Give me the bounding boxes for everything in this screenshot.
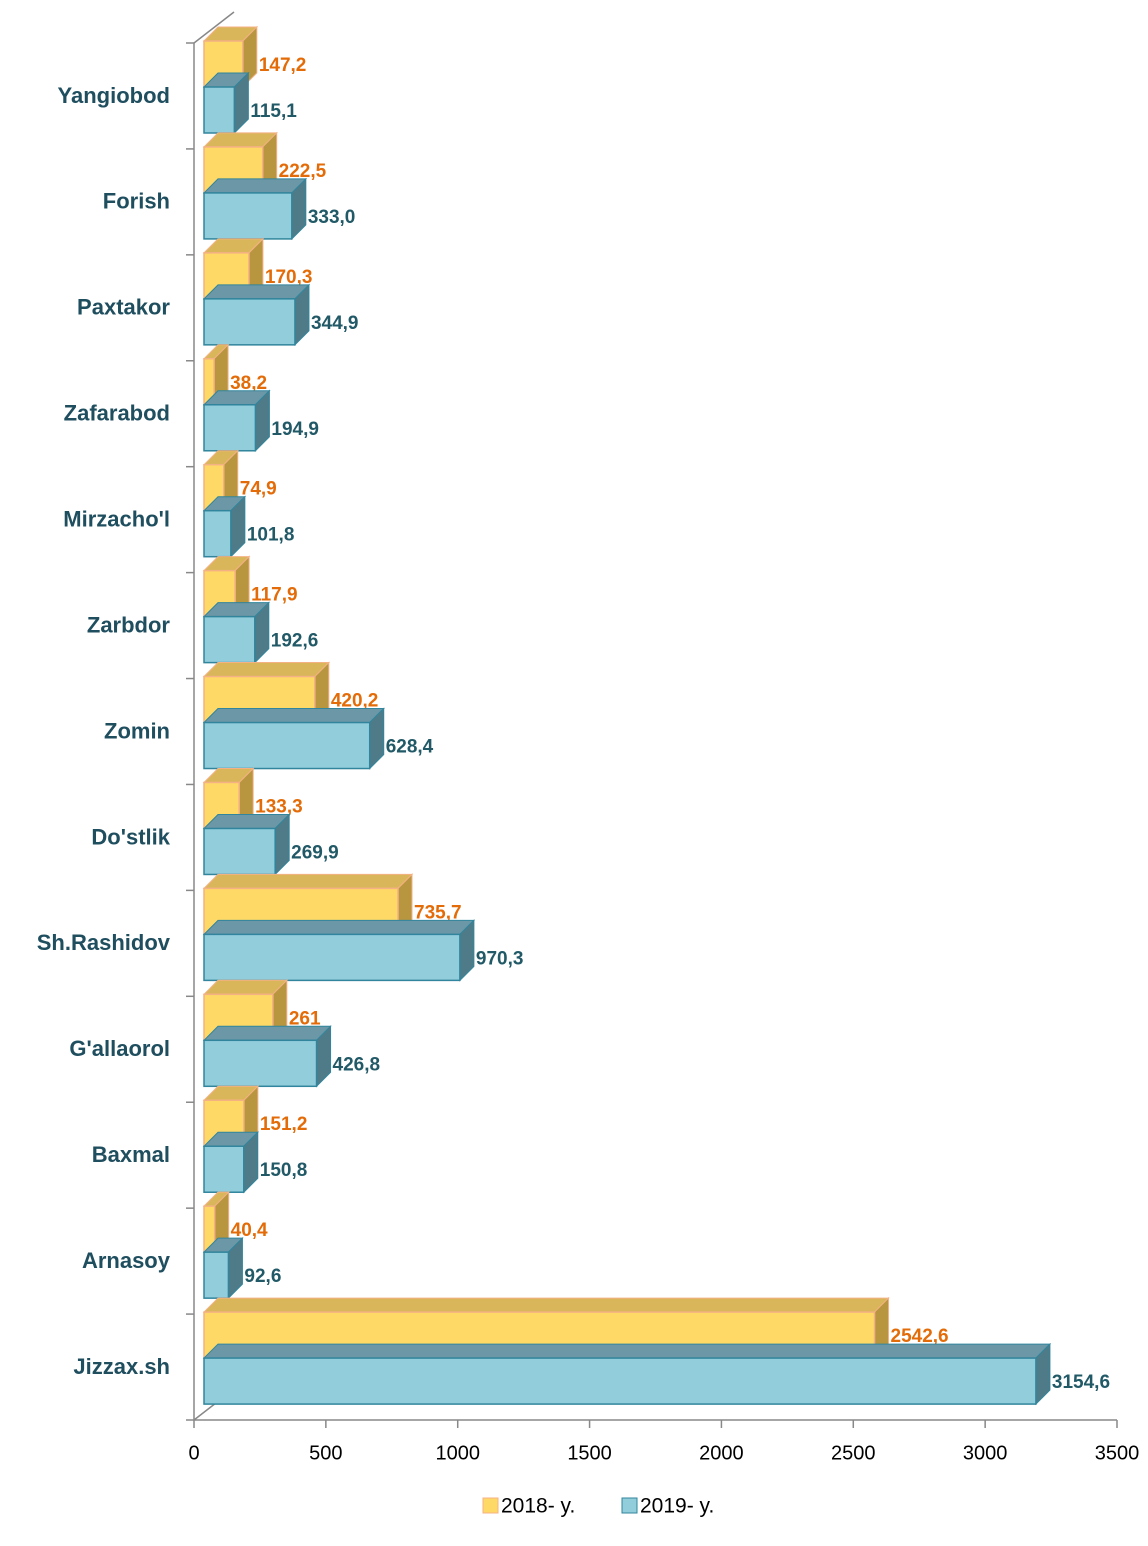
category-label: Jizzax.sh xyxy=(73,1354,170,1379)
bar-top xyxy=(202,284,311,300)
bar-group xyxy=(202,1131,259,1194)
bar-group xyxy=(202,601,270,664)
bar-top xyxy=(202,813,291,829)
x-tick-label: 2500 xyxy=(831,1442,876,1464)
x-tick-label: 3000 xyxy=(963,1442,1008,1464)
category-label: Sh.Rashidov xyxy=(37,930,171,955)
bar-group xyxy=(202,71,250,135)
bar-top xyxy=(202,708,385,724)
value-label: 194,9 xyxy=(271,419,319,440)
bar-group xyxy=(202,813,291,876)
legend-label: 2019- y. xyxy=(640,1495,714,1518)
bar-top xyxy=(202,1297,890,1313)
bar-group xyxy=(202,1025,332,1088)
x-tick-label: 3500 xyxy=(1095,1442,1140,1464)
bar-top xyxy=(202,662,331,678)
category-label: Zafarabod xyxy=(64,401,170,426)
bar xyxy=(203,192,293,240)
value-label: 74,9 xyxy=(240,479,277,500)
bar-group xyxy=(202,343,230,406)
value-label: 628,4 xyxy=(386,737,434,758)
bar-group xyxy=(202,283,311,347)
value-label: 735,7 xyxy=(414,902,462,923)
bar xyxy=(203,827,276,876)
category-label: Zarbdor xyxy=(87,612,171,637)
value-label: 40,4 xyxy=(231,1220,268,1241)
value-label: 170,3 xyxy=(265,267,313,288)
value-label: 222,5 xyxy=(279,161,327,182)
bar-group xyxy=(202,1085,260,1148)
category-label: Zomin xyxy=(104,718,170,743)
bar-group xyxy=(202,707,385,770)
category-label: Baxmal xyxy=(92,1142,170,1167)
value-label: 261 xyxy=(289,1008,321,1029)
value-label: 333,0 xyxy=(308,207,356,228)
bar-group xyxy=(202,389,271,452)
category-label: Mirzacho'l xyxy=(63,507,170,532)
value-label: 147,2 xyxy=(259,55,307,76)
bar xyxy=(203,933,461,982)
bar-top xyxy=(202,873,414,889)
value-label: 133,3 xyxy=(255,796,303,817)
bar-top xyxy=(202,178,308,194)
bar xyxy=(203,1145,245,1193)
bar xyxy=(203,86,236,134)
x-tick-label: 2000 xyxy=(699,1442,744,1464)
value-label: 92,6 xyxy=(244,1266,281,1287)
category-label: G'allaorol xyxy=(69,1036,170,1061)
bar xyxy=(203,1251,230,1299)
value-label: 269,9 xyxy=(291,842,339,863)
value-label: 420,2 xyxy=(331,691,379,712)
bar-group xyxy=(202,1236,244,1300)
value-label: 101,8 xyxy=(247,525,295,546)
bar xyxy=(203,1039,318,1088)
bar-top xyxy=(202,1025,332,1041)
axis-depth xyxy=(193,11,235,44)
bar-top xyxy=(202,919,476,935)
bar-group xyxy=(202,919,476,982)
value-label: 38,2 xyxy=(230,373,267,394)
category-label: Arnasoy xyxy=(82,1248,171,1273)
value-label: 970,3 xyxy=(476,948,524,969)
value-label: 426,8 xyxy=(333,1054,381,1075)
value-label: 150,8 xyxy=(260,1160,308,1181)
category-label: Forish xyxy=(103,189,170,214)
value-label: 2542,6 xyxy=(891,1326,949,1347)
bar-group xyxy=(202,767,255,830)
bar-group xyxy=(202,1342,1052,1406)
value-label: 115,1 xyxy=(250,101,297,122)
legend-label: 2018- y. xyxy=(501,1495,575,1518)
bar-group xyxy=(202,495,247,558)
bar xyxy=(203,615,256,664)
value-label: 344,9 xyxy=(311,313,359,334)
bar xyxy=(203,404,257,452)
bar-group xyxy=(202,177,308,241)
bar xyxy=(203,721,371,770)
bar xyxy=(203,298,296,346)
bar-group xyxy=(202,449,239,512)
x-tick-label: 1000 xyxy=(435,1442,480,1464)
x-tick-label: 1500 xyxy=(567,1442,612,1464)
value-label: 3154,6 xyxy=(1052,1372,1110,1393)
bar-group xyxy=(202,25,259,89)
legend-swatch xyxy=(482,1497,499,1514)
bar-top xyxy=(202,1343,1052,1359)
category-label: Paxtakor xyxy=(77,295,170,320)
value-label: 117,9 xyxy=(251,585,298,606)
category-label: Do'stlik xyxy=(91,824,170,849)
value-label: 192,6 xyxy=(271,631,319,652)
legend-swatch xyxy=(621,1497,638,1514)
category-label: Yangiobod xyxy=(58,83,170,108)
x-tick-label: 0 xyxy=(188,1442,199,1464)
bar xyxy=(203,1357,1037,1405)
bar xyxy=(203,509,232,558)
x-tick-label: 500 xyxy=(309,1442,342,1464)
value-label: 151,2 xyxy=(260,1114,308,1135)
